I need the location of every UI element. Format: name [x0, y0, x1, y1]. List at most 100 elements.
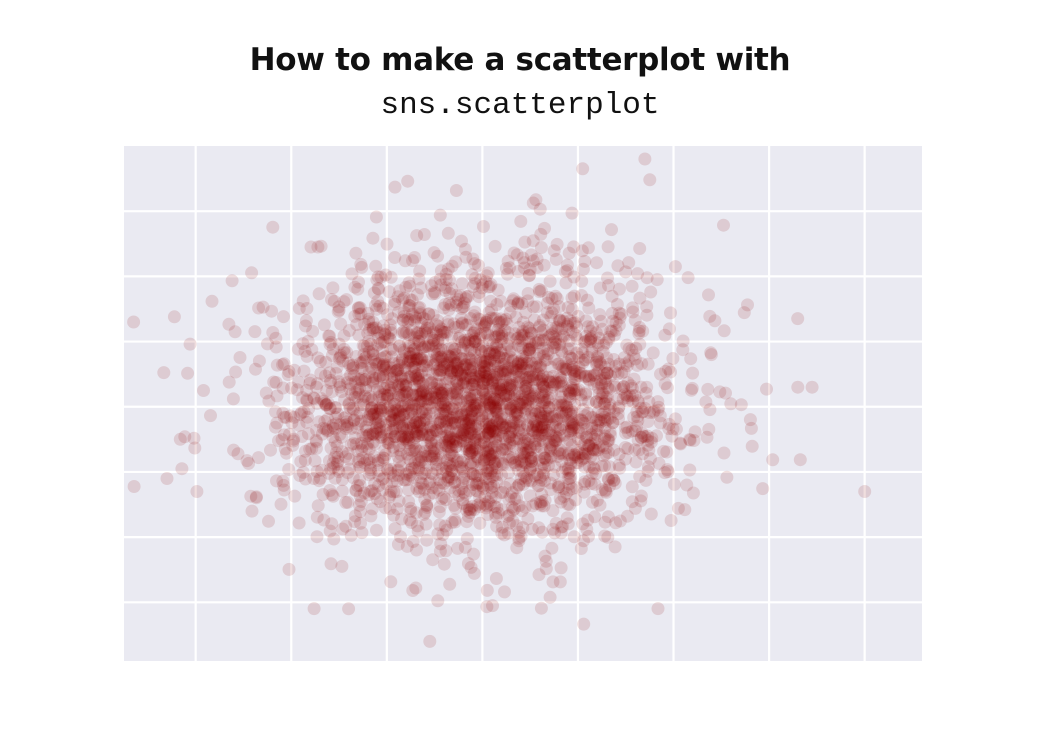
data-point	[479, 429, 493, 443]
data-point	[366, 376, 380, 390]
data-point	[527, 389, 541, 403]
data-point	[566, 423, 580, 437]
data-point	[556, 362, 570, 376]
data-point	[458, 242, 472, 256]
data-point	[478, 420, 492, 434]
data-point	[530, 252, 544, 266]
data-point	[418, 325, 432, 339]
data-point	[495, 332, 509, 345]
data-point	[248, 325, 262, 339]
data-point	[568, 316, 582, 330]
data-point	[563, 416, 576, 430]
data-point	[331, 462, 345, 476]
data-point	[440, 359, 454, 372]
data-point	[561, 342, 575, 356]
data-point	[673, 436, 687, 450]
data-point	[448, 385, 462, 399]
data-point	[447, 367, 461, 381]
data-point	[596, 345, 610, 359]
data-point	[327, 532, 341, 546]
data-point	[312, 287, 326, 301]
data-point	[606, 314, 620, 328]
data-point	[486, 411, 500, 425]
data-point	[589, 443, 603, 457]
data-point	[539, 562, 553, 576]
data-point	[465, 426, 479, 440]
data-point	[465, 378, 479, 392]
data-point	[352, 387, 366, 401]
data-point	[333, 350, 347, 364]
data-point	[443, 481, 457, 495]
data-point	[433, 378, 447, 392]
data-point	[372, 390, 386, 404]
data-point	[222, 375, 236, 389]
data-point	[491, 323, 505, 336]
data-point	[272, 434, 285, 448]
data-point	[402, 452, 416, 465]
data-point	[355, 443, 368, 457]
data-point	[481, 446, 495, 460]
data-point	[457, 387, 471, 401]
data-point	[495, 397, 509, 411]
data-point	[524, 462, 537, 476]
data-point	[683, 433, 697, 446]
data-point	[398, 361, 412, 375]
data-point	[413, 329, 427, 343]
data-point	[590, 493, 604, 507]
data-point	[427, 446, 441, 460]
data-point	[607, 474, 621, 487]
data-point	[383, 383, 396, 397]
data-point	[342, 356, 355, 370]
data-point	[482, 362, 496, 376]
data-point	[456, 453, 470, 467]
data-point	[461, 394, 474, 408]
data-point	[380, 388, 394, 402]
data-point	[403, 513, 417, 527]
data-point	[481, 495, 495, 509]
data-point	[296, 465, 310, 479]
data-point	[315, 427, 329, 441]
data-point	[599, 485, 613, 499]
data-point	[364, 456, 377, 470]
data-point	[316, 421, 330, 435]
data-point	[373, 326, 387, 340]
data-point	[501, 267, 514, 281]
data-point	[428, 391, 442, 405]
data-point	[366, 362, 380, 376]
data-point	[545, 386, 559, 400]
data-point	[469, 433, 483, 447]
data-point	[409, 581, 423, 595]
data-point	[570, 320, 584, 334]
data-point	[411, 288, 424, 302]
data-point	[319, 422, 333, 436]
data-point	[443, 436, 456, 450]
data-point	[448, 515, 462, 529]
data-point	[468, 398, 482, 412]
data-point	[311, 240, 325, 254]
data-point	[579, 369, 593, 383]
data-point	[472, 369, 486, 383]
data-point	[311, 351, 325, 365]
data-point	[548, 375, 562, 389]
data-point	[437, 402, 451, 416]
data-point	[197, 384, 210, 397]
data-point	[572, 425, 586, 439]
data-point	[494, 312, 508, 326]
data-point	[600, 351, 614, 365]
data-point	[342, 452, 356, 466]
data-point	[555, 373, 569, 387]
data-point	[307, 602, 321, 616]
data-point	[414, 353, 428, 367]
data-point	[544, 328, 558, 342]
data-point	[627, 411, 641, 424]
data-point	[532, 367, 546, 381]
data-point	[427, 442, 441, 456]
data-point	[405, 403, 419, 417]
data-point	[482, 430, 496, 444]
data-point	[640, 380, 654, 394]
data-point	[457, 464, 471, 478]
data-point	[467, 309, 481, 323]
data-point	[469, 469, 482, 483]
data-point	[436, 389, 449, 403]
data-point	[448, 342, 462, 356]
